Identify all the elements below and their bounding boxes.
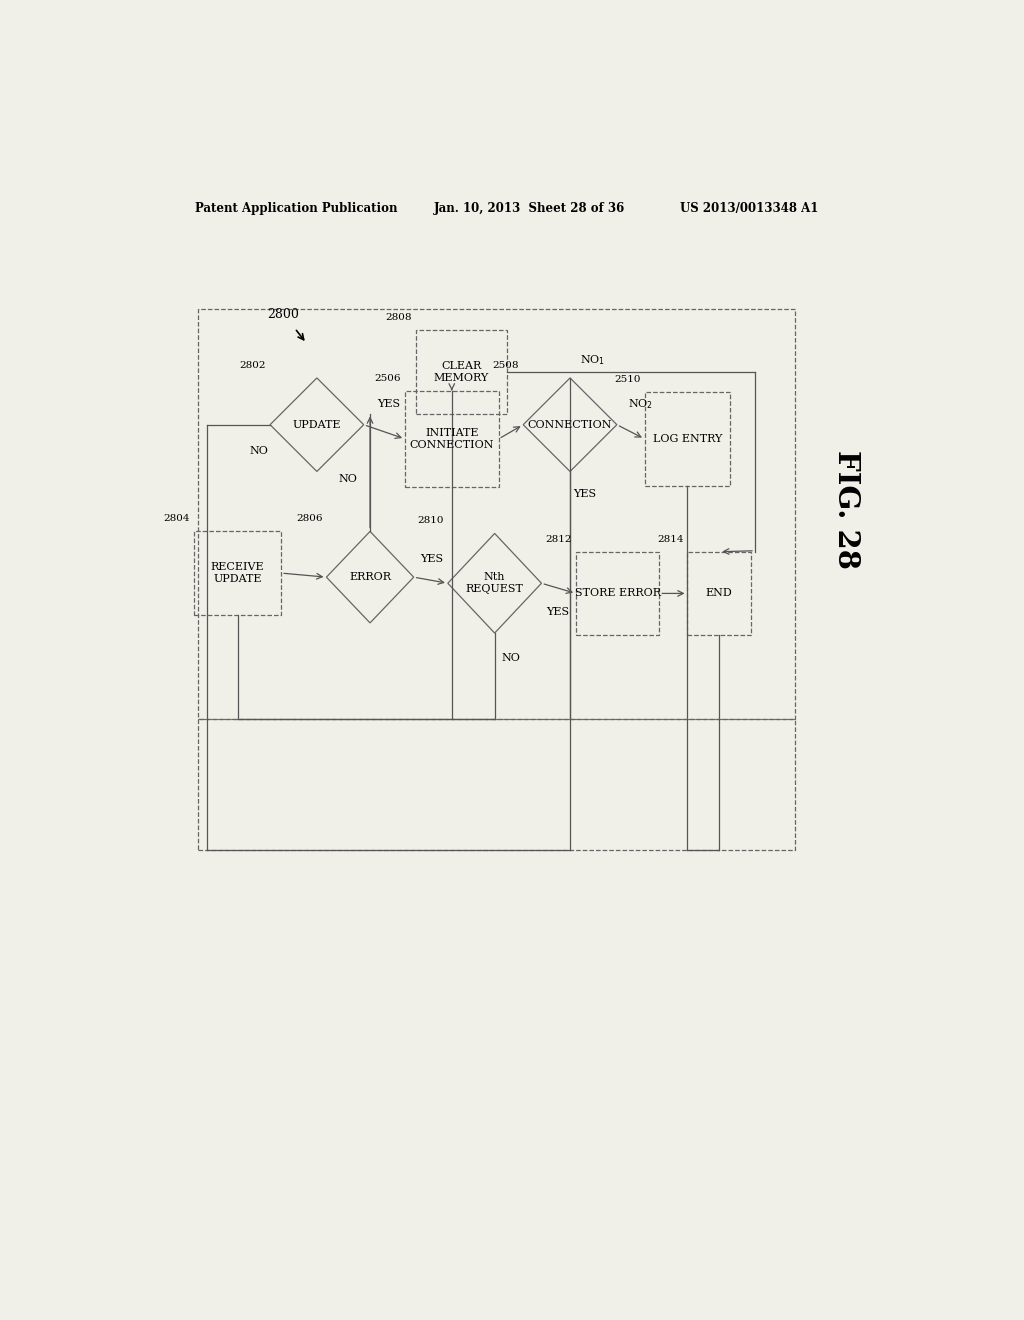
Bar	[575, 552, 659, 635]
Bar	[645, 392, 730, 486]
Text: RECEIVE
UPDATE: RECEIVE UPDATE	[211, 562, 264, 583]
Text: LOG ENTRY: LOG ENTRY	[653, 434, 722, 444]
Text: END: END	[706, 589, 732, 598]
Text: 2510: 2510	[614, 375, 641, 384]
Text: Nth
REQUEST: Nth REQUEST	[466, 573, 523, 594]
Bar	[687, 552, 751, 635]
Text: 2800: 2800	[267, 308, 300, 321]
Bar	[198, 719, 795, 850]
Text: Jan. 10, 2013  Sheet 28 of 36: Jan. 10, 2013 Sheet 28 of 36	[433, 202, 625, 215]
Text: UPDATE: UPDATE	[293, 420, 341, 430]
Text: YES: YES	[546, 607, 569, 616]
Bar	[416, 330, 507, 413]
Text: ERROR: ERROR	[349, 572, 391, 582]
Text: 2506: 2506	[375, 374, 401, 383]
Text: NO$_2$: NO$_2$	[628, 397, 653, 412]
Text: 2810: 2810	[418, 516, 443, 525]
Text: YES: YES	[378, 400, 400, 409]
Text: 2814: 2814	[657, 535, 684, 544]
Bar	[198, 309, 795, 719]
Text: NO: NO	[250, 446, 268, 457]
Text: NO: NO	[501, 653, 520, 664]
Text: CLEAR
MEMORY: CLEAR MEMORY	[434, 362, 488, 383]
Text: 2812: 2812	[546, 535, 572, 544]
Text: INITIATE
CONNECTION: INITIATE CONNECTION	[410, 428, 494, 450]
Text: FIG. 28: FIG. 28	[831, 450, 861, 569]
Text: YES: YES	[572, 488, 596, 499]
Text: US 2013/0013348 A1: US 2013/0013348 A1	[680, 202, 818, 215]
Text: 2802: 2802	[240, 360, 266, 370]
Text: NO: NO	[338, 474, 357, 483]
Text: CONNECTION: CONNECTION	[527, 420, 612, 430]
Text: 2808: 2808	[385, 313, 412, 322]
Text: 2804: 2804	[164, 515, 189, 523]
Bar	[404, 391, 499, 487]
Bar	[194, 532, 282, 615]
Text: YES: YES	[421, 554, 443, 564]
Text: STORE ERROR: STORE ERROR	[574, 589, 660, 598]
Text: Patent Application Publication: Patent Application Publication	[196, 202, 398, 215]
Text: 2806: 2806	[296, 515, 323, 523]
Text: NO$_1$: NO$_1$	[580, 352, 605, 367]
Text: 2508: 2508	[493, 360, 519, 370]
